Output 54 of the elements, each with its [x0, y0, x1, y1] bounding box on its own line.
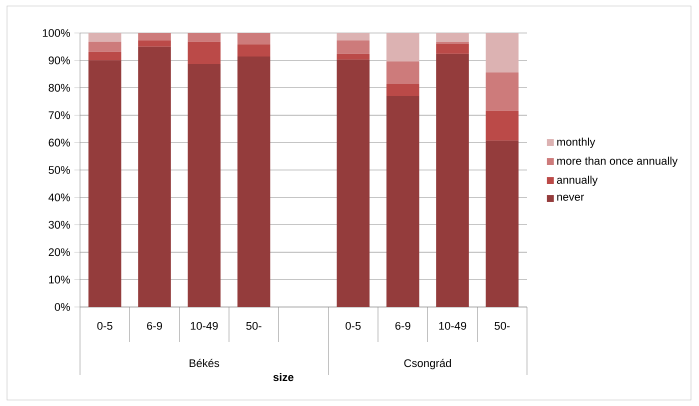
bar: [336, 60, 370, 307]
bar: [138, 46, 171, 307]
y-tick-label: 0%: [54, 303, 70, 311]
y-tick-label: 60%: [48, 138, 70, 147]
bar: [138, 32, 171, 40]
y-tick-label: 30%: [48, 220, 70, 229]
bar: [88, 42, 122, 52]
bar: [336, 54, 370, 60]
bar: [188, 64, 221, 307]
y-tick-label: 80%: [48, 84, 70, 92]
bar: [436, 44, 469, 54]
bar: [237, 56, 270, 307]
bar: [486, 140, 519, 307]
x-tick-label: 6-9: [147, 322, 162, 330]
bar: [336, 40, 370, 54]
y-tick-label: 90%: [48, 56, 70, 64]
bar: [188, 42, 221, 64]
bar: [386, 96, 420, 307]
bar: [386, 61, 420, 84]
x-axis-title: size: [273, 372, 294, 382]
bar: [486, 110, 519, 141]
bar: [436, 54, 469, 307]
bar: [88, 60, 122, 307]
y-tick-label: 70%: [48, 111, 70, 120]
x-tick-label: 0-5: [346, 322, 361, 330]
bar: [386, 84, 420, 96]
y-tick-label: 20%: [48, 248, 70, 256]
bar: [486, 72, 519, 111]
bar: [88, 32, 122, 42]
y-tick-label: 10%: [49, 276, 70, 284]
bar: [386, 32, 420, 62]
x-tick-label: 10-49: [190, 322, 218, 330]
bar: [486, 32, 519, 72]
x-tick-label: 50-: [246, 322, 262, 330]
y-tick-label: 40%: [48, 193, 70, 202]
x-tick-label: 50-: [494, 322, 510, 330]
bar: [188, 32, 221, 42]
x-tick-label: 0-5: [97, 322, 112, 330]
bar: [88, 52, 122, 60]
legend-label: annually: [556, 176, 598, 186]
bar: [237, 44, 270, 57]
y-tick-label: 100%: [42, 29, 70, 37]
bar: [336, 32, 370, 40]
x-tick-label: 6-9: [395, 322, 410, 330]
text: Békés: [190, 358, 220, 368]
x-tick-label: 10-49: [439, 322, 466, 330]
bar: [138, 40, 171, 47]
bar: [237, 32, 270, 44]
legend-label: monthly: [557, 138, 596, 148]
legend-label: never: [557, 194, 584, 201]
y-tick-label: 50%: [48, 166, 70, 174]
bar: [436, 32, 469, 42]
text: Csongrád: [404, 358, 451, 370]
legend-label: more than once annually: [557, 156, 678, 167]
